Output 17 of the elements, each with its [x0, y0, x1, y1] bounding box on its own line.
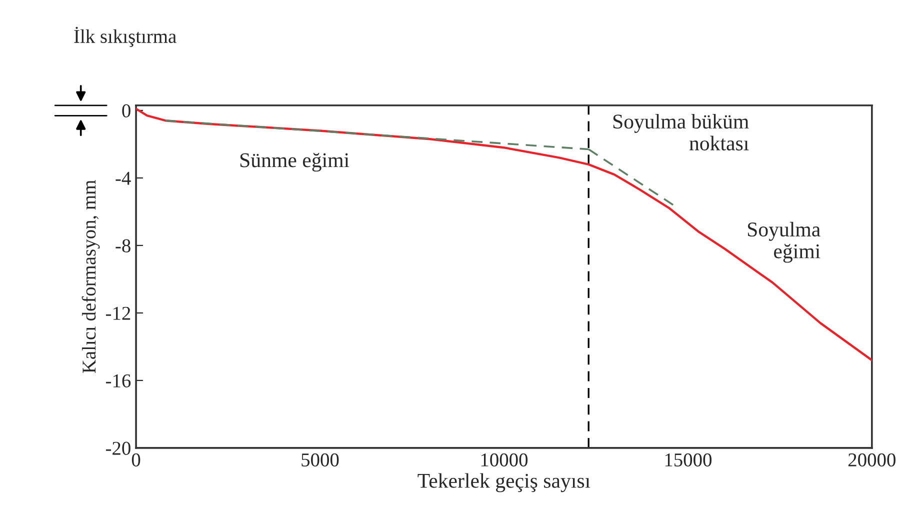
x-tick-label: 0: [132, 453, 140, 466]
y-tick-label: -16: [106, 374, 131, 388]
y-tick-label: -20: [106, 442, 130, 455]
text: İlk sıkıştırma: [74, 26, 176, 47]
annotation: Soyulma büküm noktası: [613, 114, 749, 150]
y-tick-label: -12: [106, 306, 130, 320]
x-tick-label: 5000: [302, 453, 339, 466]
annotation: Soyulma eğimi: [748, 222, 820, 263]
y-tick-label: 0: [122, 104, 130, 118]
y-tick-label: -4: [116, 172, 131, 185]
x-axis-title: Tekerlek geçiş sayısı: [418, 473, 590, 492]
y-axis-title: Kalıcı deformasyon, mm: [82, 180, 100, 374]
y-tick-label: -8: [116, 239, 130, 252]
x-tick-label: 10000: [481, 453, 528, 466]
annotation: Sünme eğimi: [240, 152, 350, 172]
x-tick-label: 15000: [665, 453, 712, 466]
x-tick-label: 20000: [848, 453, 896, 466]
